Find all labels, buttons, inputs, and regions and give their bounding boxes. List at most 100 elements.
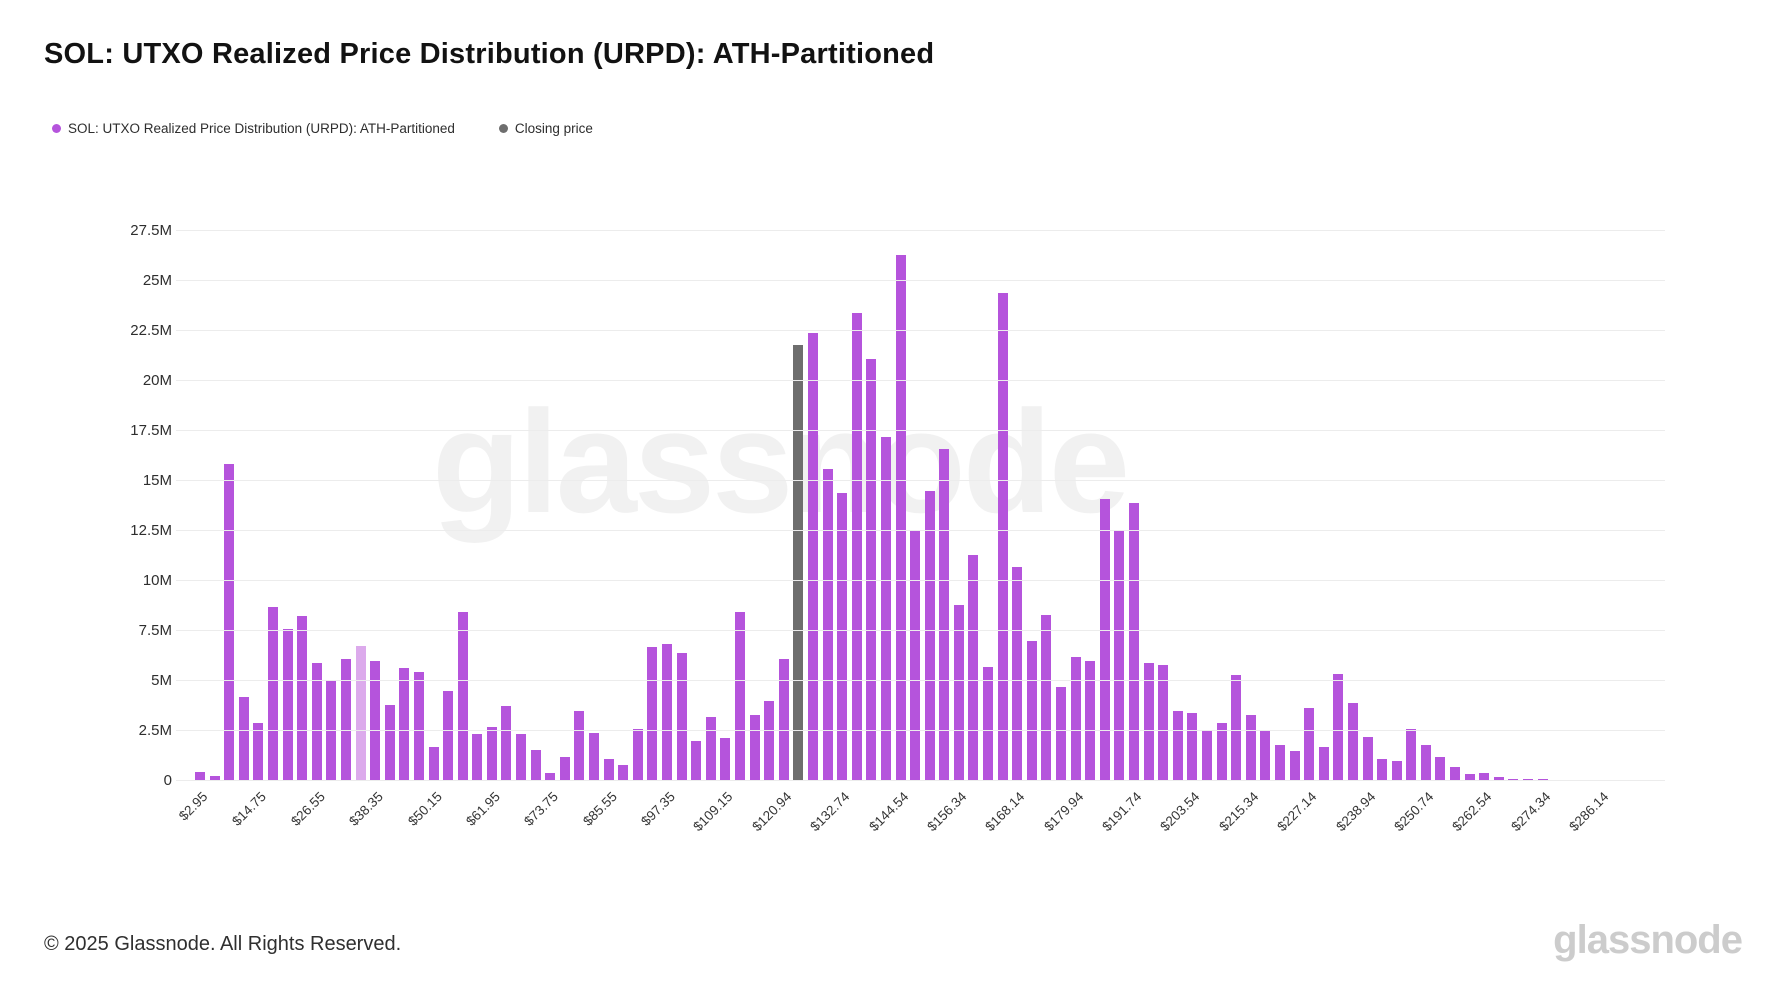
urpd-bar[interactable]: [1114, 531, 1125, 781]
urpd-bar[interactable]: [1056, 687, 1067, 781]
bars-container: [195, 203, 1650, 781]
urpd-bar[interactable]: [253, 723, 264, 781]
urpd-bar[interactable]: [1172, 711, 1183, 781]
urpd-bar[interactable]: [1187, 713, 1198, 781]
urpd-bar[interactable]: [1333, 674, 1344, 781]
urpd-bar[interactable]: [1099, 499, 1110, 781]
urpd-bar[interactable]: [399, 668, 410, 781]
series-color-dot-icon: [52, 124, 61, 133]
urpd-bar[interactable]: [1158, 665, 1169, 781]
urpd-bar[interactable]: [530, 750, 541, 781]
urpd-bar[interactable]: [1041, 615, 1052, 781]
urpd-bar[interactable]: [1420, 745, 1431, 781]
urpd-bar[interactable]: [851, 313, 862, 781]
urpd-bar[interactable]: [778, 659, 789, 781]
urpd-bar[interactable]: [574, 711, 585, 781]
urpd-bar[interactable]: [1231, 675, 1242, 781]
urpd-bar[interactable]: [1391, 761, 1402, 781]
urpd-bar[interactable]: [1260, 731, 1271, 781]
urpd-bar[interactable]: [472, 734, 483, 781]
urpd-bar[interactable]: [924, 491, 935, 781]
urpd-bar[interactable]: [370, 661, 381, 781]
urpd-bar[interactable]: [297, 616, 308, 781]
urpd-bar[interactable]: [516, 734, 527, 781]
y-axis-tick-label: 15M: [142, 472, 172, 489]
urpd-bar[interactable]: [705, 717, 716, 781]
urpd-bar[interactable]: [1347, 703, 1358, 781]
urpd-bar[interactable]: [734, 612, 745, 781]
urpd-bar[interactable]: [997, 293, 1008, 781]
urpd-bar[interactable]: [691, 741, 702, 781]
urpd-bar[interactable]: [589, 733, 600, 781]
urpd-bar[interactable]: [647, 647, 658, 781]
closing-price-bar[interactable]: [793, 345, 804, 781]
urpd-bar[interactable]: [895, 255, 906, 781]
urpd-bar[interactable]: [1318, 747, 1329, 781]
urpd-bar[interactable]: [1026, 641, 1037, 781]
urpd-bar[interactable]: [384, 705, 395, 781]
urpd-bar[interactable]: [968, 555, 979, 781]
urpd-bar[interactable]: [1129, 503, 1139, 781]
urpd-bar[interactable]: [618, 765, 629, 781]
urpd-bar[interactable]: [428, 747, 439, 781]
urpd-bar[interactable]: [209, 776, 220, 781]
urpd-bar[interactable]: [1377, 759, 1388, 781]
urpd-bar[interactable]: [1012, 567, 1023, 781]
urpd-bar[interactable]: [603, 759, 614, 781]
urpd-bar[interactable]: [866, 359, 877, 781]
urpd-bar[interactable]: [195, 772, 205, 781]
urpd-bar[interactable]: [486, 727, 497, 781]
urpd-bar[interactable]: [939, 449, 950, 781]
urpd-bar[interactable]: [1464, 774, 1475, 781]
gridline: [176, 330, 1665, 331]
urpd-bar[interactable]: [355, 646, 366, 781]
urpd-bar[interactable]: [720, 738, 731, 781]
urpd-bar[interactable]: [413, 672, 424, 781]
urpd-bar[interactable]: [880, 437, 891, 781]
urpd-bar[interactable]: [953, 605, 964, 781]
page-title: SOL: UTXO Realized Price Distribution (U…: [44, 38, 935, 70]
urpd-bar[interactable]: [224, 464, 235, 781]
urpd-bar[interactable]: [1493, 777, 1504, 781]
urpd-bar[interactable]: [662, 644, 672, 781]
urpd-bar[interactable]: [1450, 767, 1461, 781]
legend-label: SOL: UTXO Realized Price Distribution (U…: [68, 121, 455, 136]
urpd-bar[interactable]: [1289, 751, 1300, 781]
urpd-bar[interactable]: [238, 697, 249, 781]
urpd-bar[interactable]: [837, 493, 848, 781]
urpd-bar[interactable]: [1274, 745, 1285, 781]
urpd-bar[interactable]: [749, 715, 760, 781]
legend-item-closing-price[interactable]: Closing price: [498, 121, 593, 136]
urpd-bar[interactable]: [1479, 773, 1490, 781]
urpd-bar[interactable]: [443, 691, 454, 781]
urpd-bar[interactable]: [983, 667, 994, 781]
urpd-bar[interactable]: [545, 773, 556, 781]
urpd-bar[interactable]: [632, 729, 643, 781]
urpd-bar[interactable]: [676, 653, 687, 781]
urpd-bar[interactable]: [559, 757, 570, 781]
urpd-bar[interactable]: [764, 701, 775, 781]
urpd-bar[interactable]: [1216, 723, 1227, 781]
urpd-bar[interactable]: [1537, 778, 1548, 781]
y-axis-tick-label: 5M: [151, 672, 172, 689]
urpd-bar[interactable]: [1085, 661, 1096, 781]
urpd-bar[interactable]: [1406, 729, 1417, 781]
legend-item-urpd[interactable]: SOL: UTXO Realized Price Distribution (U…: [52, 121, 455, 136]
urpd-bar[interactable]: [457, 612, 468, 781]
urpd-bar[interactable]: [1362, 737, 1373, 781]
urpd-bar[interactable]: [910, 531, 921, 781]
urpd-bar[interactable]: [822, 469, 833, 781]
urpd-bar[interactable]: [282, 629, 293, 781]
urpd-bar[interactable]: [807, 333, 818, 781]
urpd-bar[interactable]: [1201, 731, 1212, 781]
urpd-bar[interactable]: [1435, 757, 1446, 781]
urpd-bar[interactable]: [1143, 663, 1154, 781]
urpd-bar[interactable]: [267, 607, 278, 781]
urpd-bar[interactable]: [501, 706, 512, 781]
urpd-bar[interactable]: [1245, 715, 1256, 781]
urpd-bar[interactable]: [1304, 708, 1315, 781]
urpd-bar[interactable]: [340, 659, 351, 781]
urpd-bar[interactable]: [1070, 657, 1081, 781]
urpd-bar[interactable]: [311, 663, 322, 781]
urpd-bar[interactable]: [1508, 778, 1519, 781]
